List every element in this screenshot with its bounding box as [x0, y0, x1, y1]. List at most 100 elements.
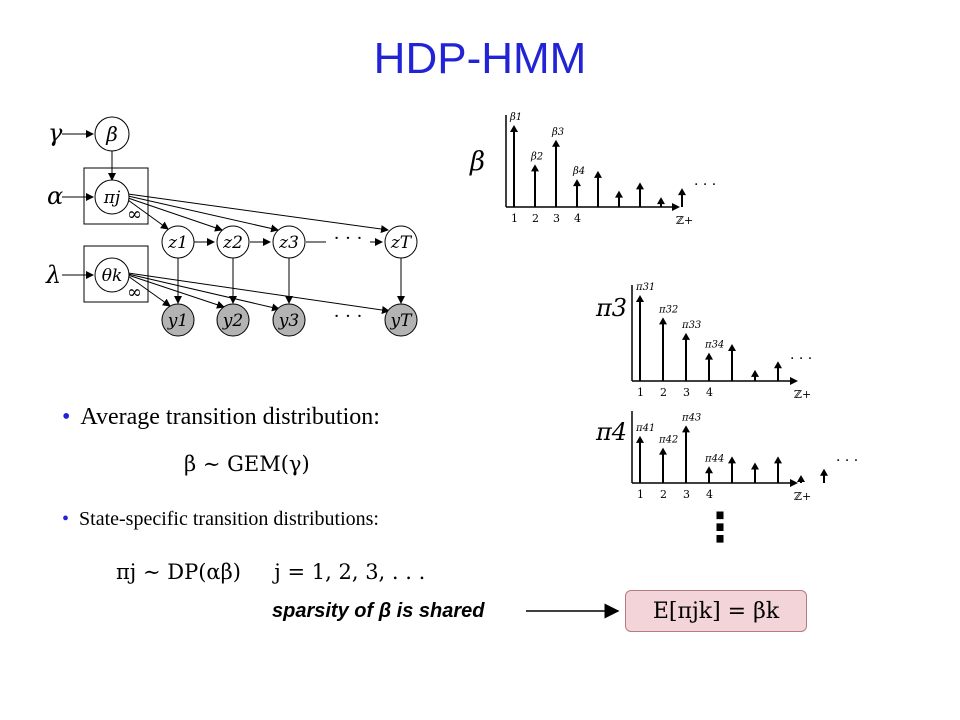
pi-z3-edge	[127, 195, 279, 233]
y2-label: y2	[222, 311, 243, 331]
expectation-box: E[πjk] = βk	[625, 590, 807, 632]
lambda-label: λ	[45, 261, 61, 289]
stem-plot-label: β	[469, 147, 485, 177]
zT-label: zT	[390, 233, 413, 253]
bullet-average-text: Average transition distribution:	[80, 404, 380, 430]
theta-node	[94, 257, 130, 293]
stem-ellipsis: · · ·	[694, 177, 716, 193]
stem-head	[678, 188, 686, 196]
stem-head	[594, 170, 602, 178]
stem-head	[615, 190, 623, 198]
stem-value-label: π42	[658, 435, 678, 446]
bullet-marker: •	[62, 404, 71, 430]
pi-node	[94, 179, 130, 215]
beta-node	[94, 116, 130, 152]
z2-label: z2	[222, 233, 243, 253]
yT-node	[384, 303, 418, 337]
theta-y2-edge	[127, 274, 225, 309]
z3-label: z3	[278, 233, 299, 253]
pi-node-label: πj	[103, 188, 121, 208]
yT-label: yT	[390, 311, 414, 331]
stem-head	[728, 344, 736, 352]
gamma-label: γ	[48, 119, 63, 147]
stem-plot-label: π4	[595, 418, 627, 446]
z1-node	[161, 225, 195, 259]
stem-head	[751, 369, 759, 377]
stem-value-label: π41	[635, 423, 655, 434]
y1-label: y1	[167, 311, 188, 331]
stem-head	[751, 462, 759, 470]
stem-head	[820, 468, 828, 476]
stem-head	[659, 317, 667, 325]
y3-node	[272, 303, 306, 337]
stem-head	[728, 456, 736, 464]
stem-tick-label: 1	[511, 212, 518, 225]
pi-z2-edge	[127, 197, 223, 232]
stem-head	[636, 435, 644, 443]
z2-node	[216, 225, 250, 259]
gem-formula: β ∼ GEM(γ)	[184, 452, 310, 476]
sparsity-note: sparsity of β is shared	[272, 600, 485, 622]
stem-value-label: π34	[704, 340, 724, 351]
stem-axis-label: ℤ+	[794, 490, 811, 503]
stem-plot-axis-arrow	[790, 377, 798, 385]
theta-plate-inf: ∞	[127, 282, 142, 303]
stem-value-label: β1	[509, 112, 522, 123]
stem-tick-label: 1	[637, 386, 644, 399]
theta-yT-edge	[127, 272, 390, 314]
pi-plate-inf: ∞	[127, 204, 142, 225]
dp-formula: πj ∼ DP(αβ) j = 1, 2, 3, . . .	[116, 560, 426, 584]
y3-label: y3	[278, 311, 299, 331]
stem-head	[682, 332, 690, 340]
pi-z1-edge	[127, 199, 169, 230]
stem-head	[573, 179, 581, 187]
stem-axis-label: ℤ+	[676, 214, 693, 227]
theta-plate	[83, 245, 149, 303]
stem-value-label: β4	[572, 166, 585, 177]
stem-tick-label: 4	[574, 212, 581, 225]
zT-node	[384, 225, 418, 259]
stem-plot-axis-arrow	[672, 203, 680, 211]
bullet-marker: •	[62, 508, 70, 530]
stem-head	[705, 352, 713, 360]
stem-value-label: β3	[551, 127, 564, 138]
stem-tick-label: 4	[706, 386, 713, 399]
stem-value-label: π33	[681, 320, 701, 331]
stem-tick-label: 3	[683, 488, 690, 501]
stem-head	[531, 164, 539, 172]
stem-plot-axis-arrow	[790, 479, 798, 487]
bullet-average: • Average transition distribution:	[62, 404, 380, 431]
alpha-label: α	[47, 182, 63, 210]
stem-head	[636, 182, 644, 190]
y2-node	[216, 303, 250, 337]
beta-node-label: β	[105, 122, 118, 146]
stem-head	[657, 197, 665, 205]
stem-value-label: π32	[658, 304, 678, 315]
z3-node	[272, 225, 306, 259]
stem-value-label: β2	[530, 151, 543, 162]
stem-plot-label: π3	[595, 294, 627, 322]
stem-head	[636, 295, 644, 302]
stem-tick-label: 4	[706, 488, 713, 501]
state-ellipsis: · · ·	[334, 228, 363, 249]
stem-value-label: π43	[681, 412, 701, 423]
slide-title: HDP-HMM	[373, 34, 587, 83]
obs-ellipsis: · · ·	[334, 306, 363, 327]
stem-head	[510, 125, 518, 132]
stem-tick-label: 3	[553, 212, 560, 225]
pi-plate	[83, 167, 149, 225]
vertical-ellipsis: ⋮	[700, 505, 740, 551]
stem-tick-label: 2	[660, 386, 667, 399]
stem-value-label: π44	[704, 453, 724, 464]
stem-head	[552, 139, 560, 147]
bullet-state-specific: • State-specific transition distributions…	[62, 508, 379, 531]
stem-tick-label: 2	[532, 212, 539, 225]
pi-zT-edge	[127, 193, 389, 234]
theta-y1-edge	[127, 275, 171, 307]
stem-tick-label: 2	[660, 488, 667, 501]
y1-node	[161, 303, 195, 337]
stem-value-label: π31	[635, 282, 655, 293]
